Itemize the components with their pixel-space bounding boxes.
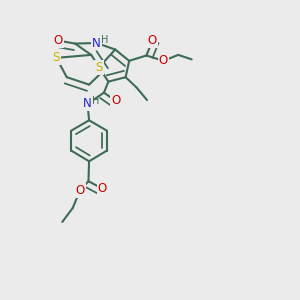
Text: O: O — [76, 184, 85, 196]
Text: N: N — [92, 37, 101, 50]
Text: O: O — [98, 182, 107, 195]
Text: S: S — [95, 61, 103, 74]
Text: O: O — [111, 94, 120, 107]
Text: O: O — [54, 34, 63, 47]
Text: O: O — [148, 34, 157, 47]
Text: S: S — [53, 51, 60, 64]
Text: H: H — [92, 96, 100, 106]
Text: H: H — [101, 35, 109, 45]
Text: N: N — [83, 98, 92, 110]
Text: O: O — [159, 54, 168, 67]
